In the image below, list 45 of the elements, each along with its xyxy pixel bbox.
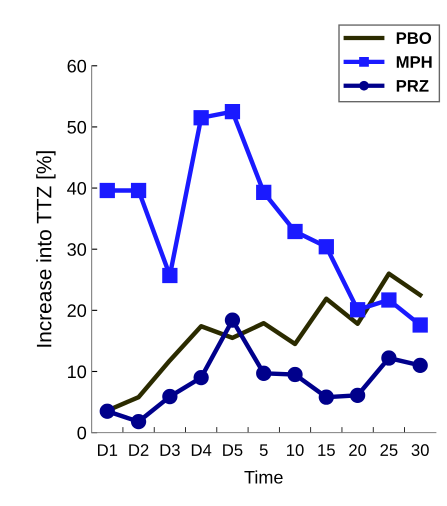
x-tick-label: 20 xyxy=(349,444,366,456)
point xyxy=(194,370,209,386)
x-tick-label: D3 xyxy=(160,444,180,456)
y-tick-label: 40 xyxy=(67,182,86,195)
point xyxy=(318,390,334,405)
point xyxy=(381,292,397,308)
point xyxy=(130,182,146,198)
point xyxy=(318,239,334,254)
y-tick-label: 20 xyxy=(68,304,86,318)
y-tick-label: 50 xyxy=(67,120,86,134)
x-axis-title: Time xyxy=(244,470,283,484)
x-tick-label: 15 xyxy=(318,444,335,456)
point xyxy=(350,302,366,318)
point xyxy=(162,268,178,284)
point xyxy=(350,388,366,403)
point xyxy=(224,312,240,328)
x-tick-label: 25 xyxy=(380,444,398,456)
x-tick-label: 5 xyxy=(260,444,268,456)
legend-label: PRZ xyxy=(396,80,429,92)
legend-label: PBO xyxy=(396,32,432,44)
point xyxy=(287,224,303,240)
point xyxy=(256,366,272,381)
point xyxy=(412,358,428,374)
point xyxy=(100,182,115,198)
point xyxy=(412,317,428,333)
x-tick-label: D5 xyxy=(223,444,242,456)
legend-label: MPH xyxy=(396,56,432,68)
y-tick-label: 30 xyxy=(67,243,86,256)
point xyxy=(287,366,303,382)
y-axis-title: Increase into TTZ [%] xyxy=(36,151,56,347)
point xyxy=(381,350,397,366)
y-tick-label: 0 xyxy=(77,426,86,440)
x-tick-label: D4 xyxy=(192,444,212,456)
point xyxy=(194,110,209,126)
point xyxy=(256,184,272,200)
y-tick-label: 60 xyxy=(68,60,86,72)
point xyxy=(100,404,115,419)
x-tick-label: D2 xyxy=(129,444,148,456)
y-tick-label: 10 xyxy=(68,365,86,378)
point xyxy=(224,104,240,120)
x-tick-label: D1 xyxy=(98,444,118,456)
point xyxy=(162,388,178,404)
point xyxy=(130,414,146,430)
x-tick-label: 10 xyxy=(287,444,304,456)
x-tick-label: 30 xyxy=(412,444,429,456)
